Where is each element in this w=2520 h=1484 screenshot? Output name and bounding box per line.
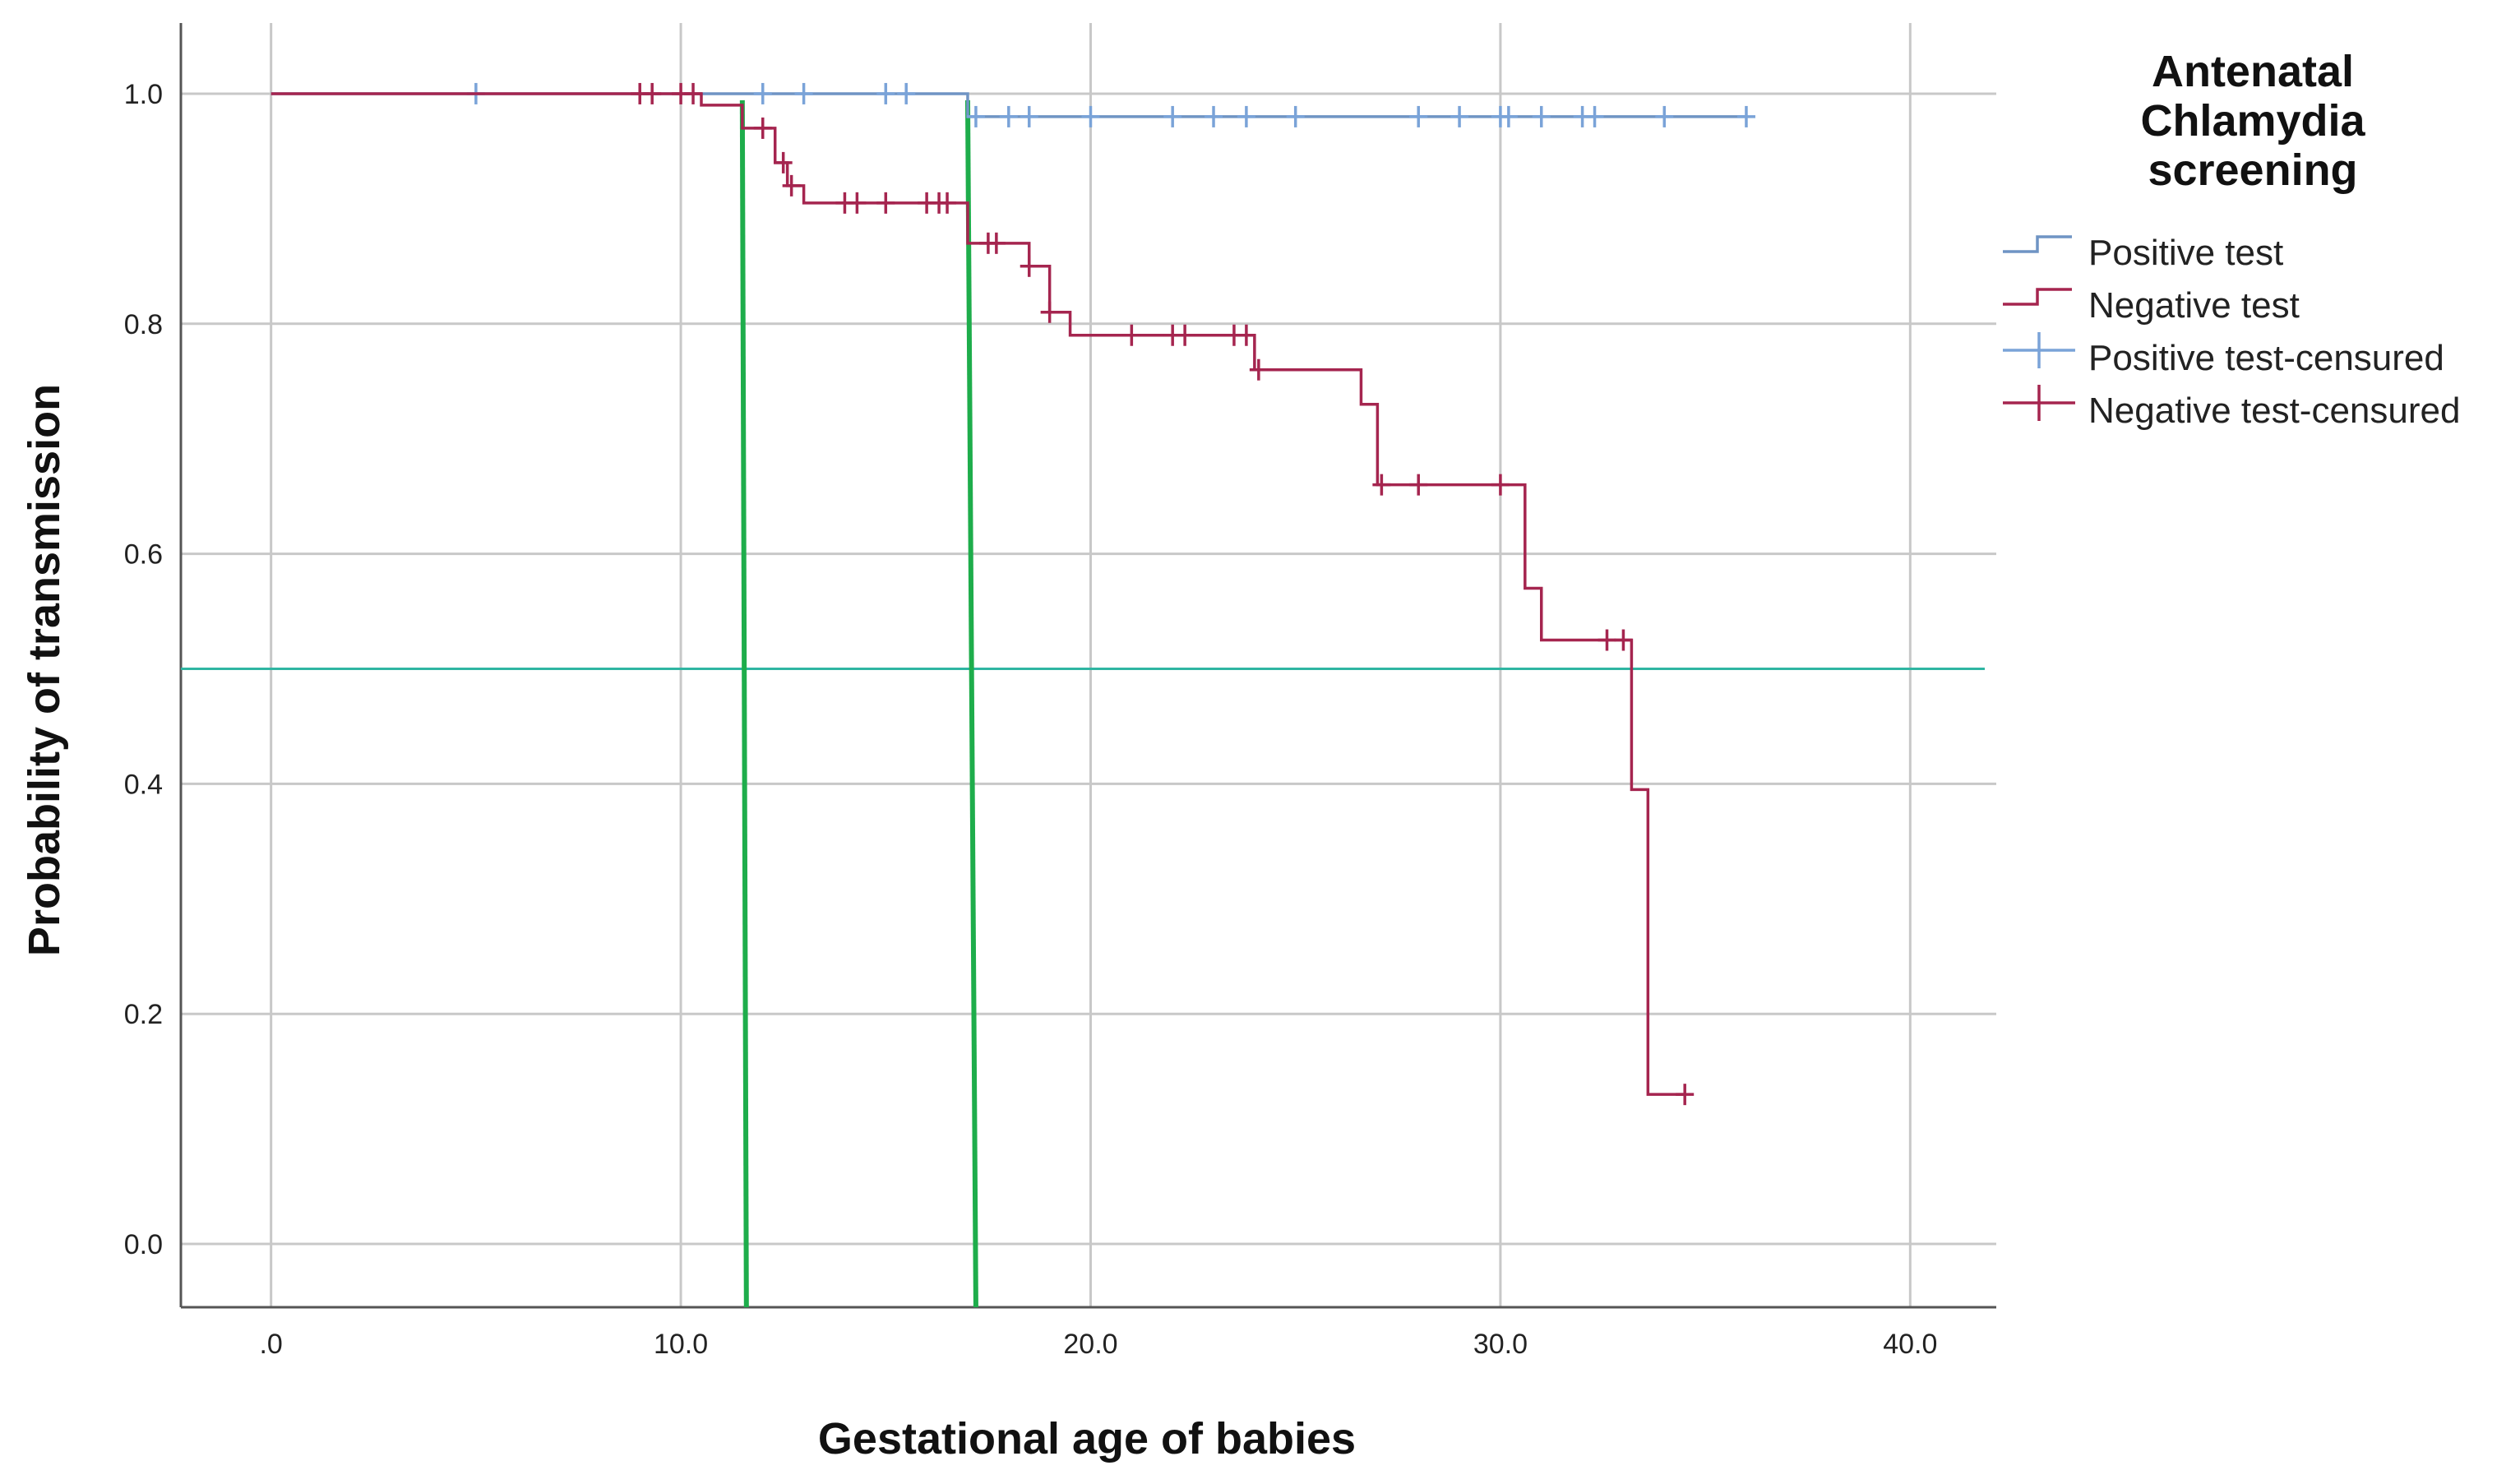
median-drop-line-1: [739, 99, 749, 1308]
legend-label-negative-censored: Negative test-censured: [2088, 391, 2460, 431]
legend-swatch-0: [2003, 235, 2072, 253]
legend-swatch-1: [2003, 288, 2072, 306]
legend-swatch-2: [2003, 332, 2075, 368]
negative-censor-mark-27: [1614, 629, 1633, 651]
negative-censor-mark-5: [774, 151, 793, 173]
legend-swatches: [2003, 235, 2075, 421]
positive-censor-mark-13: [1409, 105, 1428, 127]
negative-censor-mark-19: [1176, 324, 1195, 346]
positive-censor-mark-17: [1532, 105, 1551, 127]
negative-censor-mark-8: [848, 192, 867, 214]
y-tick-label-2: 0.4: [124, 769, 163, 800]
x-tick-label-1: 10.0: [654, 1329, 708, 1360]
legend-step-icon-1: [2003, 288, 2072, 306]
legend-label-negative-test: Negative test: [2088, 285, 2300, 326]
legend-label-positive-censored: Positive test-censured: [2088, 338, 2444, 378]
y-tick-label-0: 0.0: [124, 1229, 163, 1260]
positive-censor-mark-7: [1020, 105, 1038, 127]
grid: [181, 23, 1996, 1307]
negative-censor-mark-12: [938, 192, 957, 214]
negative-censor-mark-17: [1122, 324, 1141, 346]
axes: [179, 23, 1996, 1309]
x-axis-title: Gestational age of babies: [818, 1414, 1356, 1463]
positive-censor-mark-1: [753, 82, 772, 104]
positive-censor-mark-6: [999, 105, 1018, 127]
negative-censor-mark-16: [1040, 301, 1059, 323]
y-tick-label-1: 0.2: [124, 999, 163, 1030]
positive-censor-mark-19: [1585, 105, 1604, 127]
x-tick-label-4: 40.0: [1883, 1329, 1937, 1360]
positive-censor-mark-5: [966, 105, 985, 127]
negative-censor-mark-14: [987, 232, 1006, 254]
negative-censor-mark-25: [1491, 474, 1510, 496]
positive-censor-mark-16: [1499, 105, 1518, 127]
negative-censor-mark-6: [782, 174, 801, 196]
positive-censor-mark-11: [1237, 105, 1255, 127]
negative-censor-mark-3: [684, 82, 703, 104]
y-tick-label-4: 0.8: [124, 309, 163, 340]
negative-censor-mark-1: [643, 82, 662, 104]
x-tick-label-0: .0: [259, 1329, 282, 1360]
positive-censor-mark-12: [1286, 105, 1305, 127]
tick-labels: .0 10.0 20.0 30.0 40.0 0.0 0.2 0.4 0.6 0.8 1.0: [124, 79, 1938, 1360]
negative-censor-mark-21: [1237, 324, 1255, 346]
y-axis-title: Probability of transmission: [20, 384, 69, 956]
legend-title-line-3: screening: [2148, 146, 2357, 195]
positive-censor-mark-9: [1163, 105, 1182, 127]
negative-censor-mark-4: [753, 117, 772, 139]
positive-censor-mark-21: [1736, 105, 1755, 127]
x-tick-label-2: 20.0: [1063, 1329, 1117, 1360]
positive-censor-mark-20: [1655, 105, 1674, 127]
negative-censor-mark-22: [1249, 358, 1268, 381]
negative-censor-mark-9: [876, 192, 895, 214]
negative-test-curve: [270, 92, 1685, 1096]
positive-censor-mark-4: [897, 82, 916, 104]
negative-censor-mark-26: [1598, 629, 1616, 651]
median-drop-line-2: [964, 99, 978, 1308]
legend: Antenatal Chlamydia screening Positive t…: [2003, 47, 2460, 431]
y-tick-label-5: 1.0: [124, 79, 163, 110]
legend-title-line-2: Chlamydia: [2140, 96, 2365, 146]
positive-censor-mark-10: [1205, 105, 1223, 127]
legend-title-line-1: Antenatal: [2152, 47, 2354, 96]
negative-censor-mark-24: [1409, 474, 1428, 496]
positive-censor-mark-14: [1450, 105, 1469, 127]
legend-swatch-3: [2003, 385, 2075, 421]
legend-label-positive-test: Positive test: [2088, 233, 2283, 273]
negative-censor-mark-23: [1372, 474, 1391, 496]
positive-censor-mark-3: [876, 82, 895, 104]
positive-censor-mark-8: [1081, 105, 1100, 127]
legend-step-icon-0: [2003, 235, 2072, 253]
reference-lines: [181, 99, 1985, 1308]
series: [270, 82, 1755, 1106]
negative-censor-mark-28: [1676, 1084, 1695, 1106]
positive-censor-mark-2: [794, 82, 813, 104]
x-tick-label-3: 30.0: [1473, 1329, 1528, 1360]
y-tick-label-3: 0.6: [124, 539, 163, 571]
negative-censor-mark-15: [1020, 255, 1038, 277]
